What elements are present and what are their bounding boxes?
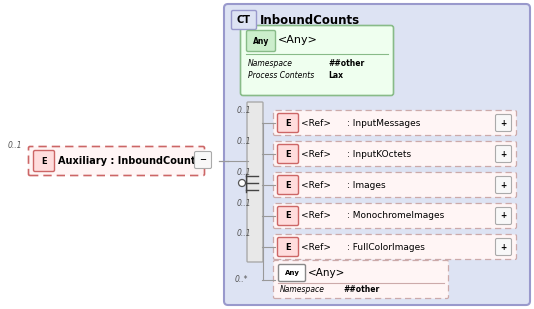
Text: <Ref>: <Ref>	[301, 150, 331, 159]
Text: <Ref>: <Ref>	[301, 180, 331, 189]
Text: Any: Any	[253, 36, 269, 45]
FancyBboxPatch shape	[278, 176, 299, 194]
Text: +: +	[500, 211, 507, 221]
Text: : MonochromeImages: : MonochromeImages	[347, 211, 444, 221]
Text: +: +	[500, 118, 507, 128]
Text: Auxiliary : InboundCounts: Auxiliary : InboundCounts	[58, 156, 201, 166]
Text: E: E	[41, 156, 47, 166]
Text: +: +	[500, 243, 507, 252]
FancyBboxPatch shape	[273, 204, 516, 228]
Text: 0..1: 0..1	[237, 198, 252, 208]
Text: Namespace: Namespace	[248, 58, 293, 67]
FancyBboxPatch shape	[273, 260, 449, 298]
Text: 0..1: 0..1	[237, 137, 252, 146]
FancyBboxPatch shape	[273, 235, 516, 260]
Text: 0..*: 0..*	[235, 275, 248, 284]
Text: 0..1: 0..1	[237, 105, 252, 115]
Text: Namespace: Namespace	[280, 286, 325, 294]
FancyBboxPatch shape	[496, 146, 512, 163]
Text: : FullColorImages: : FullColorImages	[347, 243, 425, 252]
FancyBboxPatch shape	[28, 146, 205, 176]
FancyBboxPatch shape	[247, 31, 276, 52]
Text: +: +	[500, 150, 507, 159]
Text: Process Contents: Process Contents	[248, 70, 314, 79]
Text: <Any>: <Any>	[278, 35, 318, 45]
Text: InboundCounts: InboundCounts	[260, 14, 360, 27]
Text: E: E	[285, 118, 291, 128]
Text: E: E	[285, 211, 291, 221]
Text: CT: CT	[237, 15, 251, 25]
Text: ##other: ##other	[343, 286, 379, 294]
Circle shape	[239, 180, 246, 187]
FancyBboxPatch shape	[279, 265, 305, 281]
FancyBboxPatch shape	[496, 239, 512, 256]
FancyBboxPatch shape	[496, 115, 512, 132]
Text: ##other: ##other	[328, 58, 364, 67]
Text: <Ref>: <Ref>	[301, 211, 331, 221]
FancyBboxPatch shape	[278, 238, 299, 256]
FancyBboxPatch shape	[496, 208, 512, 225]
FancyBboxPatch shape	[240, 26, 394, 95]
FancyBboxPatch shape	[273, 111, 516, 136]
Text: E: E	[285, 243, 291, 252]
Text: +: +	[500, 180, 507, 189]
Text: Lax: Lax	[328, 70, 343, 79]
Text: <Any>: <Any>	[308, 268, 345, 278]
Text: : Images: : Images	[347, 180, 386, 189]
Text: : InputMessages: : InputMessages	[347, 118, 420, 128]
Text: 0..1: 0..1	[237, 230, 252, 239]
FancyBboxPatch shape	[278, 206, 299, 226]
FancyBboxPatch shape	[273, 142, 516, 167]
FancyBboxPatch shape	[194, 151, 211, 168]
Text: <Ref>: <Ref>	[301, 243, 331, 252]
FancyBboxPatch shape	[278, 113, 299, 133]
Text: Any: Any	[285, 270, 300, 276]
Text: 0..1: 0..1	[8, 141, 22, 150]
FancyBboxPatch shape	[273, 172, 516, 197]
Text: E: E	[285, 150, 291, 159]
Text: −: −	[200, 155, 207, 164]
Text: <Ref>: <Ref>	[301, 118, 331, 128]
Text: E: E	[285, 180, 291, 189]
FancyBboxPatch shape	[34, 150, 54, 171]
Text: 0..1: 0..1	[237, 167, 252, 176]
FancyBboxPatch shape	[278, 145, 299, 163]
FancyBboxPatch shape	[232, 11, 256, 29]
FancyBboxPatch shape	[496, 176, 512, 193]
FancyBboxPatch shape	[247, 102, 263, 262]
FancyBboxPatch shape	[224, 4, 530, 305]
Text: : InputKOctets: : InputKOctets	[347, 150, 411, 159]
